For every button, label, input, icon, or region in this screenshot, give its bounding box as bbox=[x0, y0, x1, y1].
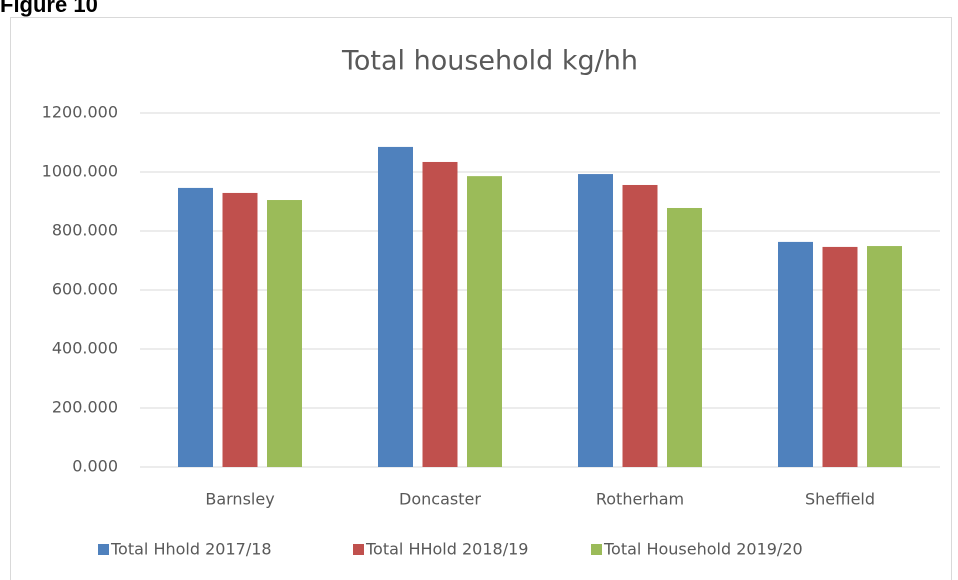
legend-label: Total Hhold 2017/18 bbox=[110, 540, 272, 559]
bar bbox=[422, 161, 458, 467]
y-tick-label: 400.000 bbox=[52, 339, 118, 358]
y-tick-label: 1000.000 bbox=[42, 162, 118, 181]
y-tick-label: 200.000 bbox=[52, 398, 118, 417]
bar bbox=[267, 200, 302, 467]
bar bbox=[578, 174, 613, 467]
chart-title: Total household kg/hh bbox=[341, 46, 638, 77]
bar bbox=[178, 187, 213, 467]
bar bbox=[867, 246, 902, 467]
legend-swatch bbox=[353, 544, 364, 555]
bar bbox=[622, 184, 658, 468]
x-tick-label: Barnsley bbox=[205, 490, 274, 509]
bar bbox=[778, 241, 813, 467]
y-tick-label: 800.000 bbox=[52, 221, 118, 240]
x-tick-label: Rotherham bbox=[596, 490, 684, 509]
x-tick-label: Doncaster bbox=[399, 490, 481, 509]
y-tick-label: 1200.000 bbox=[42, 103, 118, 122]
legend-swatch bbox=[591, 544, 602, 555]
x-tick-label: Sheffield bbox=[805, 490, 875, 509]
bar bbox=[667, 207, 702, 468]
legend-swatch bbox=[98, 544, 109, 555]
bar bbox=[222, 192, 258, 467]
y-tick-label: 0.000 bbox=[72, 457, 118, 476]
bar bbox=[822, 246, 858, 467]
bar bbox=[467, 176, 502, 467]
figure-heading: Figure 10 bbox=[0, 0, 98, 17]
legend-label: Total Household 2019/20 bbox=[603, 540, 803, 559]
legend-label: Total HHold 2018/19 bbox=[365, 540, 528, 559]
bar bbox=[378, 146, 413, 468]
y-tick-label: 600.000 bbox=[52, 280, 118, 299]
